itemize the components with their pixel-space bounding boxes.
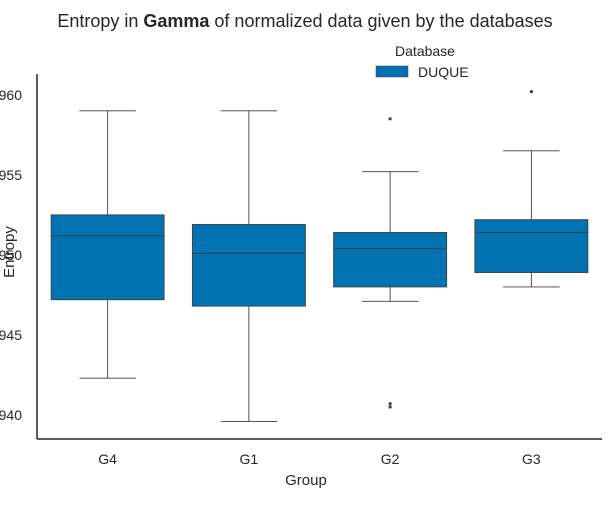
box-body bbox=[50, 214, 165, 301]
x-tick-label: G1 bbox=[240, 451, 259, 467]
outlier-point bbox=[388, 117, 392, 121]
box-body bbox=[333, 232, 448, 288]
outlier-point bbox=[388, 402, 392, 406]
legend-title: Database bbox=[395, 43, 455, 59]
box-group bbox=[50, 110, 165, 379]
chart-title: Entropy in Gamma of normalized data give… bbox=[57, 11, 552, 31]
box-body bbox=[474, 219, 589, 273]
plot-area bbox=[50, 90, 589, 422]
box-group bbox=[191, 110, 306, 422]
legend-label-duque: DUQUE bbox=[418, 64, 469, 80]
x-tick-labels: G4 G1 G2 G3 bbox=[98, 451, 541, 467]
x-tick-label: G4 bbox=[98, 451, 117, 467]
outlier-point bbox=[388, 405, 392, 409]
y-tick-label: 950 bbox=[0, 247, 22, 263]
x-tick-label: G2 bbox=[381, 451, 400, 467]
y-axis-label: Entropy bbox=[1, 226, 18, 278]
chart-title-prefix: Entropy in bbox=[57, 11, 143, 31]
y-tick-labels: 940 945 950 955 960 bbox=[0, 87, 22, 423]
x-tick-label: G3 bbox=[522, 451, 541, 467]
y-tick-label: 955 bbox=[0, 167, 22, 183]
legend-swatch-duque bbox=[375, 65, 409, 78]
legend: Database DUQUE bbox=[375, 43, 469, 80]
chart-title-bold: Gamma bbox=[143, 11, 210, 31]
box-group bbox=[474, 90, 589, 288]
box-body bbox=[191, 224, 306, 307]
x-axis-label: Group bbox=[285, 472, 327, 489]
y-tick-label: 960 bbox=[0, 87, 22, 103]
outlier-point bbox=[529, 90, 533, 94]
y-tick-label: 940 bbox=[0, 407, 22, 423]
box-group bbox=[333, 117, 448, 409]
chart-title-suffix: of normalized data given by the database… bbox=[209, 11, 552, 31]
y-tick-label: 945 bbox=[0, 327, 22, 343]
